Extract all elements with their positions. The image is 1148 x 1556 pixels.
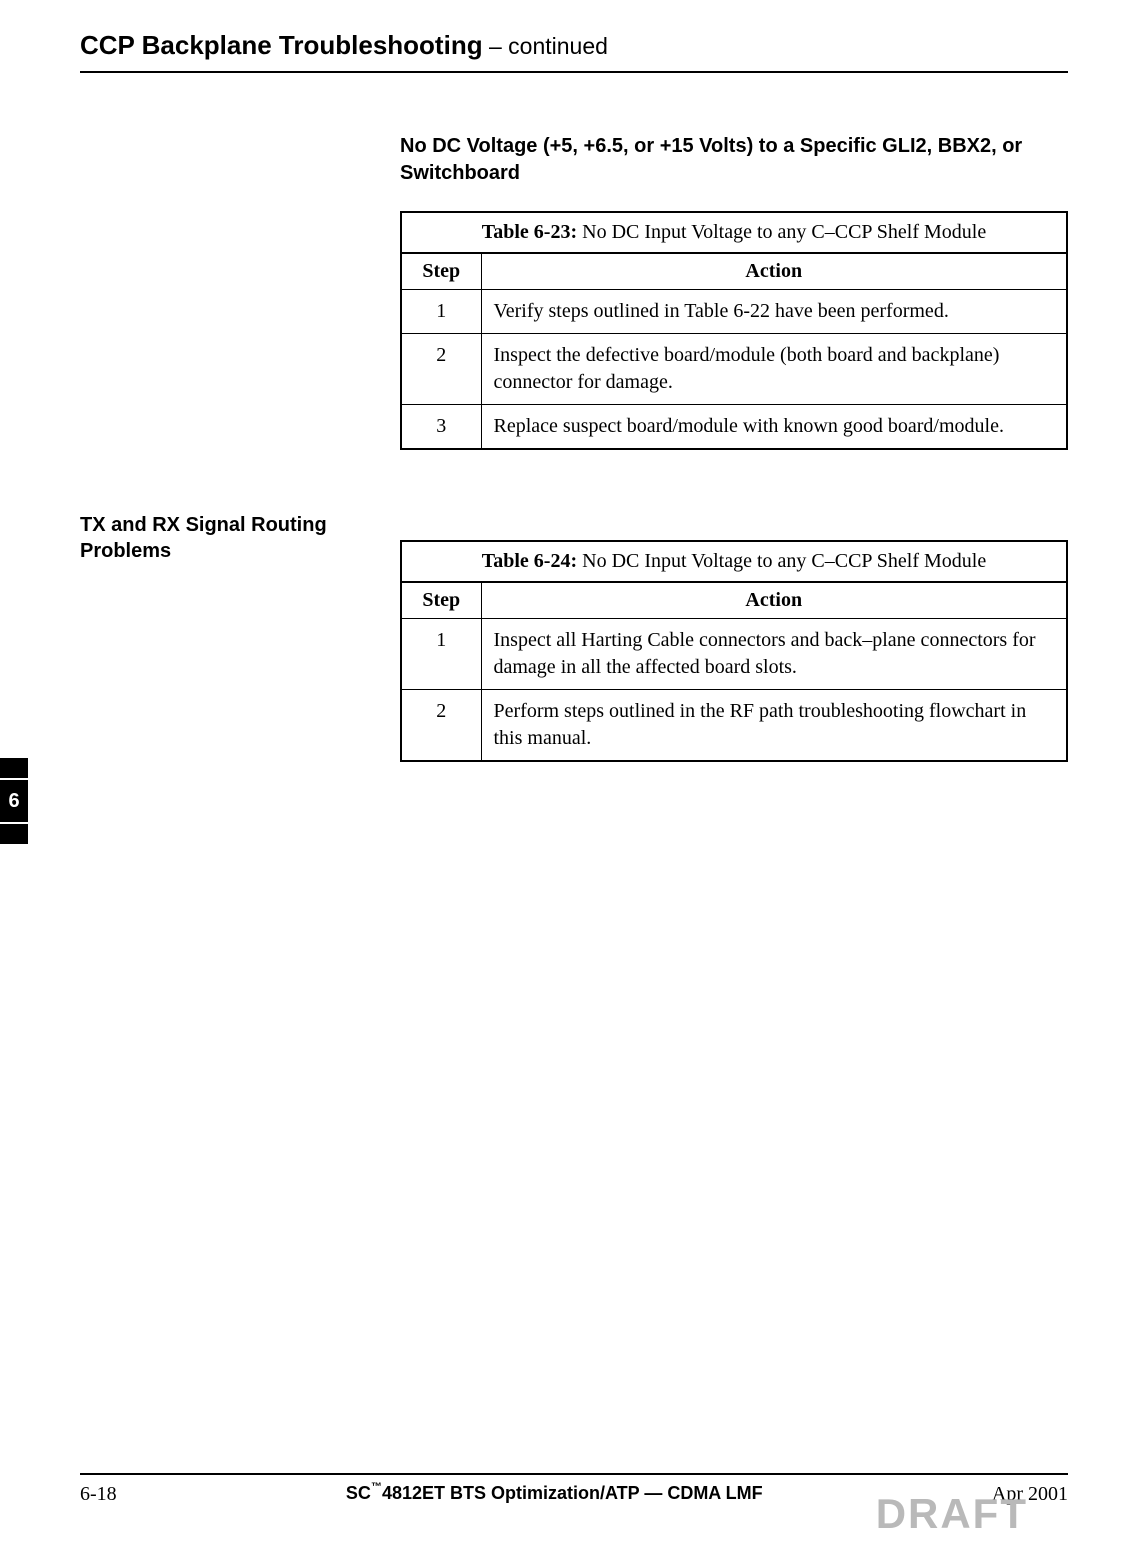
table-6-24-col-action: Action <box>481 582 1067 619</box>
table-6-24-caption: Table 6-24: No DC Input Voltage to any C… <box>400 540 1068 581</box>
left-gutter-1 <box>80 133 380 450</box>
footer-page-number: 6-18 <box>80 1483 117 1506</box>
step-cell: 1 <box>401 619 481 690</box>
spacer <box>400 480 1068 540</box>
step-cell: 2 <box>401 334 481 405</box>
page-title-suffix: – continued <box>483 33 608 59</box>
table-row: Step Action <box>401 253 1067 290</box>
table-6-23-col-step: Step <box>401 253 481 290</box>
right-col-1: No DC Voltage (+5, +6.5, or +15 Volts) t… <box>400 133 1068 450</box>
table-row: 3 Replace suspect board/module with know… <box>401 405 1067 450</box>
table-6-23-caption: Table 6-23: No DC Input Voltage to any C… <box>400 211 1068 252</box>
step-cell: 2 <box>401 690 481 762</box>
edge-tab-decoration-bottom <box>0 824 28 844</box>
table-row: 1 Inspect all Harting Cable connectors a… <box>401 619 1067 690</box>
page-title: CCP Backplane Troubleshooting – continue… <box>80 30 1068 73</box>
action-cell: Perform steps outlined in the RF path tr… <box>481 690 1067 762</box>
table-6-24-caption-text: No DC Input Voltage to any C–CCP Shelf M… <box>577 550 986 572</box>
section-tx-rx-routing: TX and RX Signal Routing Problems Table … <box>80 480 1068 762</box>
table-row: 2 Inspect the defective board/module (bo… <box>401 334 1067 405</box>
table-6-23-caption-text: No DC Input Voltage to any C–CCP Shelf M… <box>577 221 986 243</box>
edge-tab-number: 6 <box>8 790 19 813</box>
spacer <box>80 450 1068 480</box>
section2-side-heading: TX and RX Signal Routing Problems <box>80 512 380 564</box>
edge-tab-decoration-top <box>0 758 28 778</box>
table-6-24-label: Table 6-24: <box>482 550 577 572</box>
action-cell: Verify steps outlined in Table 6-22 have… <box>481 290 1067 334</box>
action-cell: Inspect all Harting Cable connectors and… <box>481 619 1067 690</box>
table-row: 2 Perform steps outlined in the RF path … <box>401 690 1067 762</box>
trademark-icon: ™ <box>371 1481 382 1493</box>
step-cell: 1 <box>401 290 481 334</box>
section1-heading: No DC Voltage (+5, +6.5, or +15 Volts) t… <box>400 133 1068 187</box>
table-6-24: Table 6-24: No DC Input Voltage to any C… <box>400 540 1068 762</box>
section-no-dc-voltage: No DC Voltage (+5, +6.5, or +15 Volts) t… <box>80 133 1068 450</box>
right-col-2: Table 6-24: No DC Input Voltage to any C… <box>400 480 1068 762</box>
table-6-24-col-step: Step <box>401 582 481 619</box>
table-6-23: Table 6-23: No DC Input Voltage to any C… <box>400 211 1068 450</box>
footer-doc-title: SC™4812ET BTS Optimization/ATP — CDMA LM… <box>346 1483 763 1504</box>
edge-tab: 6 <box>0 780 28 822</box>
page-title-main: CCP Backplane Troubleshooting <box>80 30 483 60</box>
table-row: Step Action <box>401 582 1067 619</box>
footer-rest: 4812ET BTS Optimization/ATP — CDMA LMF <box>382 1483 763 1503</box>
step-cell: 3 <box>401 405 481 450</box>
table-6-23-col-action: Action <box>481 253 1067 290</box>
left-gutter-2: TX and RX Signal Routing Problems <box>80 480 380 762</box>
action-cell: Inspect the defective board/module (both… <box>481 334 1067 405</box>
draft-watermark: DRAFT <box>876 1490 1028 1538</box>
action-cell: Replace suspect board/module with known … <box>481 405 1067 450</box>
page: CCP Backplane Troubleshooting – continue… <box>0 0 1148 1556</box>
table-row: 1 Verify steps outlined in Table 6-22 ha… <box>401 290 1067 334</box>
table-6-23-label: Table 6-23: <box>482 221 577 243</box>
footer-prefix: SC <box>346 1483 371 1503</box>
